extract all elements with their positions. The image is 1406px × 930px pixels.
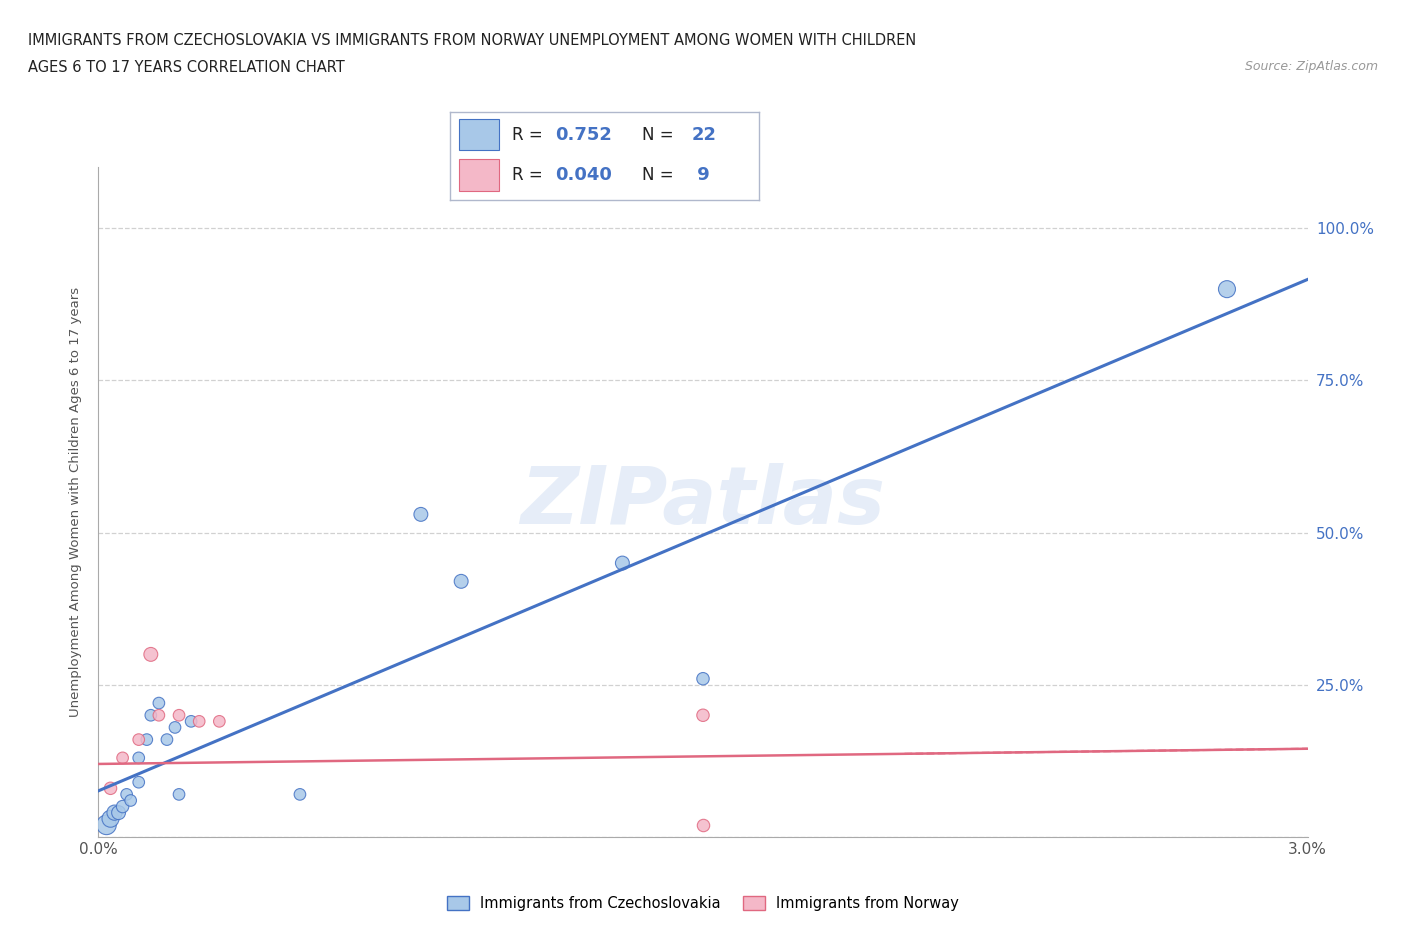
- Point: [111, 799, 134, 814]
- Legend: Immigrants from Czechoslovakia, Immigrants from Norway: Immigrants from Czechoslovakia, Immigran…: [441, 890, 965, 917]
- Point: [128, 775, 150, 790]
- Point: [180, 714, 202, 729]
- Text: N =: N =: [641, 166, 673, 184]
- Text: R =: R =: [512, 126, 543, 143]
- Point: [135, 732, 157, 747]
- Text: 0.040: 0.040: [555, 166, 612, 184]
- Text: 0.752: 0.752: [555, 126, 612, 143]
- Point: [107, 805, 129, 820]
- Text: N =: N =: [641, 126, 673, 143]
- Point: [115, 787, 138, 802]
- Point: [163, 720, 186, 735]
- Point: [208, 714, 231, 729]
- Point: [111, 751, 134, 765]
- Point: [450, 574, 472, 589]
- Point: [128, 751, 150, 765]
- Text: IMMIGRANTS FROM CZECHOSLOVAKIA VS IMMIGRANTS FROM NORWAY UNEMPLOYMENT AMONG WOME: IMMIGRANTS FROM CZECHOSLOVAKIA VS IMMIGR…: [28, 33, 917, 47]
- Point: [100, 781, 122, 796]
- Text: AGES 6 TO 17 YEARS CORRELATION CHART: AGES 6 TO 17 YEARS CORRELATION CHART: [28, 60, 344, 75]
- Point: [148, 708, 170, 723]
- Text: Source: ZipAtlas.com: Source: ZipAtlas.com: [1244, 60, 1378, 73]
- Point: [692, 708, 714, 723]
- Point: [120, 793, 142, 808]
- Point: [139, 708, 162, 723]
- Text: 9: 9: [692, 166, 710, 184]
- Bar: [460, 159, 499, 192]
- Point: [100, 811, 122, 826]
- Bar: [460, 119, 499, 151]
- Point: [139, 647, 162, 662]
- Point: [1216, 282, 1239, 297]
- Y-axis label: Unemployment Among Women with Children Ages 6 to 17 years: Unemployment Among Women with Children A…: [69, 287, 83, 717]
- Point: [103, 805, 125, 820]
- Point: [156, 732, 179, 747]
- Point: [612, 555, 634, 570]
- Text: 22: 22: [692, 126, 716, 143]
- Point: [96, 817, 118, 832]
- Point: [128, 732, 150, 747]
- Text: R =: R =: [512, 166, 543, 184]
- Point: [288, 787, 311, 802]
- Text: ZIPatlas: ZIPatlas: [520, 463, 886, 541]
- Point: [409, 507, 432, 522]
- Point: [692, 817, 714, 832]
- Point: [167, 787, 190, 802]
- Point: [692, 671, 714, 686]
- Point: [148, 696, 170, 711]
- Point: [188, 714, 211, 729]
- Point: [167, 708, 190, 723]
